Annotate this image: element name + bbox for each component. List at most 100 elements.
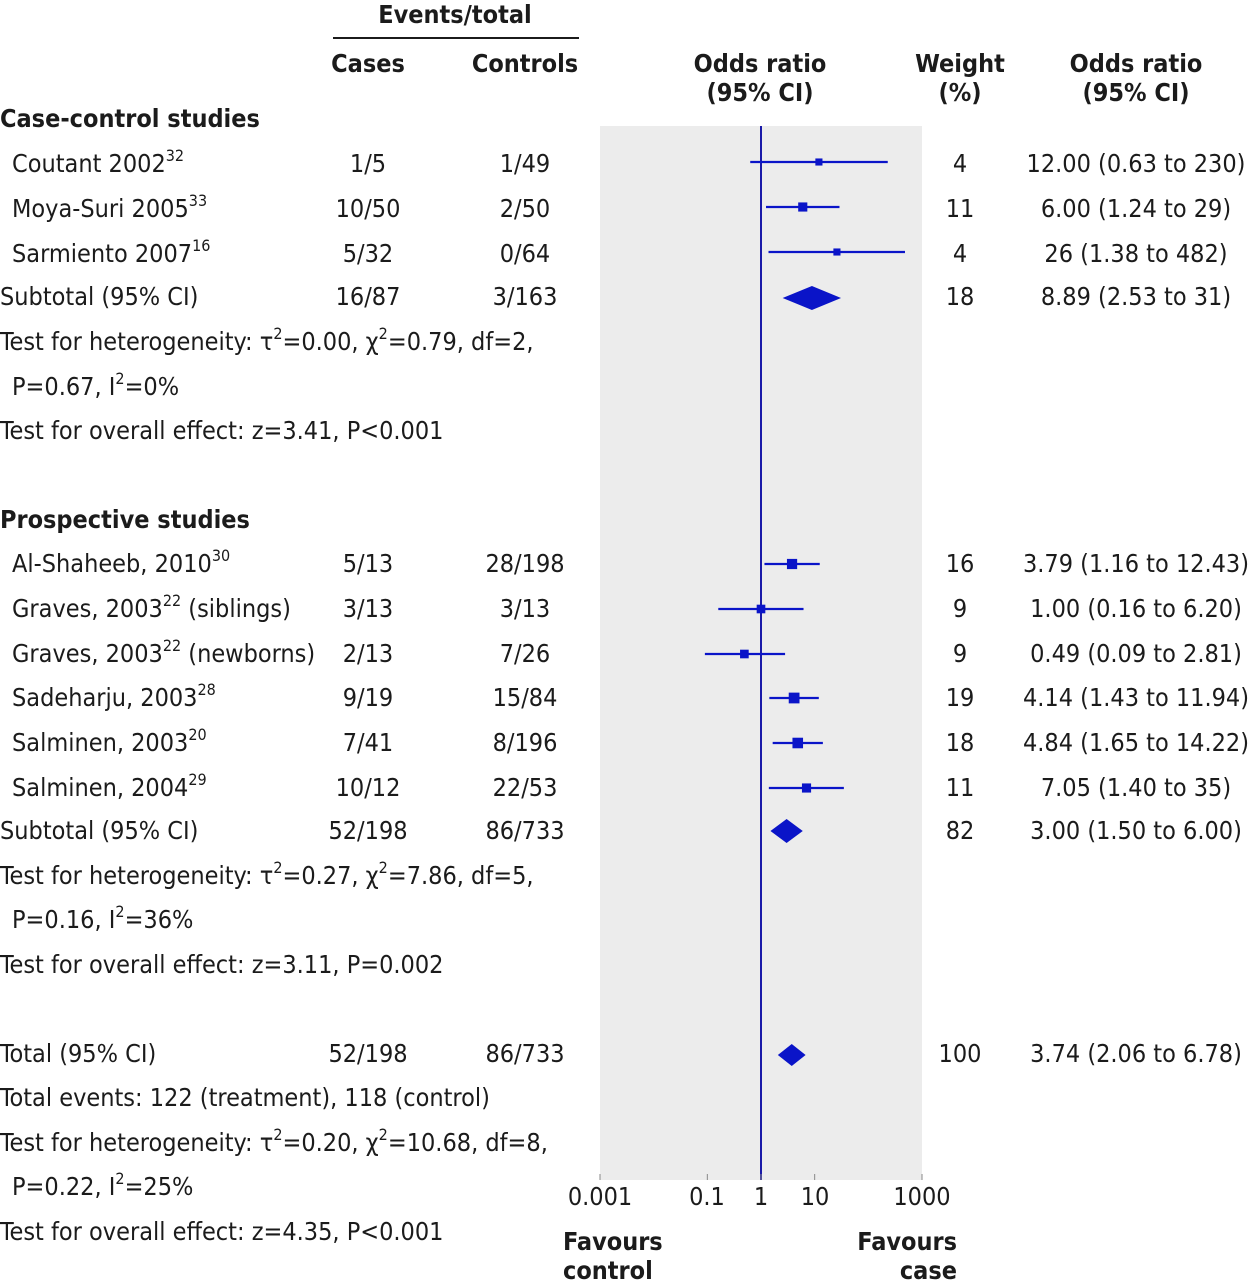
study-or-text: 3.79 (1.16 to 12.43) — [1022, 549, 1250, 578]
study-weight: 4 — [952, 149, 968, 178]
x-tick-label: 1000 — [893, 1182, 951, 1211]
events-header-rule — [333, 37, 579, 39]
heterogeneity-p: P=0.67, I2=0% — [12, 368, 180, 401]
cases-header: Cases — [331, 49, 405, 78]
study-or-text: 4.14 (1.43 to 11.94) — [1022, 683, 1250, 712]
study-cases: 5/13 — [342, 549, 394, 578]
study-or-text: 6.00 (1.24 to 29) — [1040, 194, 1232, 223]
study-marker — [756, 604, 766, 614]
heterogeneity-test: Test for heterogeneity: τ2=0.00, χ2=0.79… — [0, 323, 534, 356]
study-controls: 7/26 — [499, 639, 551, 668]
total-or-text: 3.74 (2.06 to 6.78) — [1030, 1039, 1242, 1068]
group-title-prospective: Prospective studies — [0, 505, 250, 534]
study-controls: 3/13 — [499, 594, 551, 623]
study-marker — [740, 649, 749, 659]
total-controls: 86/733 — [485, 1039, 565, 1068]
total-cases: 52/198 — [328, 1039, 408, 1068]
study-cases: 1/5 — [349, 149, 387, 178]
study-name: Salminen, 200429 — [12, 769, 207, 802]
study-controls: 8/196 — [492, 728, 558, 757]
study-cases: 9/19 — [342, 683, 394, 712]
study-name: Graves, 200322 (newborns) — [12, 635, 316, 668]
x-tick-label: 10 — [800, 1182, 830, 1211]
study-cases: 5/32 — [342, 239, 394, 268]
or-text-header-1: Odds ratio — [1069, 49, 1203, 78]
subtotal-or-text: 3.00 (1.50 to 6.00) — [1030, 816, 1242, 845]
study-or-text: 1.00 (0.16 to 6.20) — [1030, 594, 1242, 623]
study-marker — [801, 783, 812, 793]
study-name: Salminen, 200320 — [12, 724, 207, 757]
subtotal-cases: 52/198 — [328, 816, 408, 845]
study-weight: 9 — [952, 594, 968, 623]
or-plot-header-1: Odds ratio — [693, 49, 827, 78]
subtotal-label: Subtotal (95% CI) — [0, 282, 199, 311]
x-tick-label: 1 — [753, 1182, 769, 1211]
group-title-case-control: Case-control studies — [0, 104, 260, 133]
pooled-diamond — [777, 1044, 806, 1066]
total-label: Total (95% CI) — [0, 1039, 157, 1068]
study-marker — [815, 158, 823, 166]
subtotal-weight: 82 — [945, 816, 975, 845]
study-marker — [798, 202, 808, 212]
heterogeneity-test: Test for heterogeneity: τ2=0.27, χ2=7.86… — [0, 857, 534, 890]
subtotal-cases: 16/87 — [335, 282, 401, 311]
study-or-text: 7.05 (1.40 to 35) — [1040, 773, 1232, 802]
study-marker — [786, 558, 798, 570]
weight-header-2: (%) — [938, 78, 982, 107]
study-name: Sadeharju, 200328 — [12, 679, 216, 712]
study-name: Sarmiento 200716 — [12, 235, 211, 268]
controls-header: Controls — [471, 49, 579, 78]
heterogeneity-p: P=0.16, I2=36% — [12, 901, 194, 934]
study-name: Graves, 200322 (siblings) — [12, 590, 291, 623]
study-controls: 0/64 — [499, 239, 551, 268]
x-tick-label: 0.1 — [689, 1182, 725, 1211]
study-name: Al-Shaheeb, 201030 — [12, 545, 231, 578]
study-cases: 7/41 — [342, 728, 394, 757]
overall-effect-test: Test for overall effect: z=3.41, P<0.001 — [0, 416, 444, 445]
study-or-text: 12.00 (0.63 to 230) — [1026, 149, 1246, 178]
study-or-text: 4.84 (1.65 to 14.22) — [1022, 728, 1250, 757]
weight-header-1: Weight — [915, 49, 1005, 78]
study-weight: 9 — [952, 639, 968, 668]
study-marker — [792, 737, 804, 749]
study-cases: 3/13 — [342, 594, 394, 623]
favours-right-1: Favours — [857, 1227, 957, 1256]
study-name: Coutant 200232 — [12, 145, 185, 178]
study-controls: 1/49 — [499, 149, 551, 178]
study-controls: 15/84 — [492, 683, 558, 712]
favours-right-2: case — [899, 1256, 957, 1285]
favours-left-1: Favours — [563, 1227, 663, 1256]
events-total-header: Events/total — [378, 0, 532, 29]
pooled-diamond — [770, 819, 803, 843]
heterogeneity-p: P=0.22, I2=25% — [12, 1168, 194, 1201]
total-weight: 100 — [938, 1039, 982, 1068]
subtotal-controls: 3/163 — [492, 282, 558, 311]
subtotal-or-text: 8.89 (2.53 to 31) — [1040, 282, 1232, 311]
study-cases: 10/50 — [335, 194, 401, 223]
pooled-diamond — [782, 286, 842, 310]
subtotal-label: Subtotal (95% CI) — [0, 816, 199, 845]
study-weight: 18 — [945, 728, 975, 757]
subtotal-controls: 86/733 — [485, 816, 565, 845]
study-name: Moya-Suri 200533 — [12, 190, 208, 223]
study-marker — [833, 248, 841, 256]
study-cases: 2/13 — [342, 639, 394, 668]
study-weight: 16 — [945, 549, 975, 578]
study-weight: 19 — [945, 683, 975, 712]
study-controls: 28/198 — [485, 549, 565, 578]
total-events: Total events: 122 (treatment), 118 (cont… — [0, 1083, 490, 1112]
study-cases: 10/12 — [335, 773, 401, 802]
study-or-text: 26 (1.38 to 482) — [1044, 239, 1228, 268]
study-controls: 22/53 — [492, 773, 558, 802]
x-tick-label: 0.001 — [567, 1182, 633, 1211]
study-weight: 11 — [945, 194, 975, 223]
subtotal-weight: 18 — [945, 282, 975, 311]
or-plot-header-2: (95% CI) — [706, 78, 814, 107]
study-marker — [788, 692, 800, 704]
study-weight: 4 — [952, 239, 968, 268]
study-controls: 2/50 — [499, 194, 551, 223]
study-weight: 11 — [945, 773, 975, 802]
study-or-text: 0.49 (0.09 to 2.81) — [1030, 639, 1242, 668]
overall-effect-test: Test for overall effect: z=3.11, P=0.002 — [0, 950, 444, 979]
heterogeneity-test: Test for heterogeneity: τ2=0.20, χ2=10.6… — [0, 1124, 548, 1157]
